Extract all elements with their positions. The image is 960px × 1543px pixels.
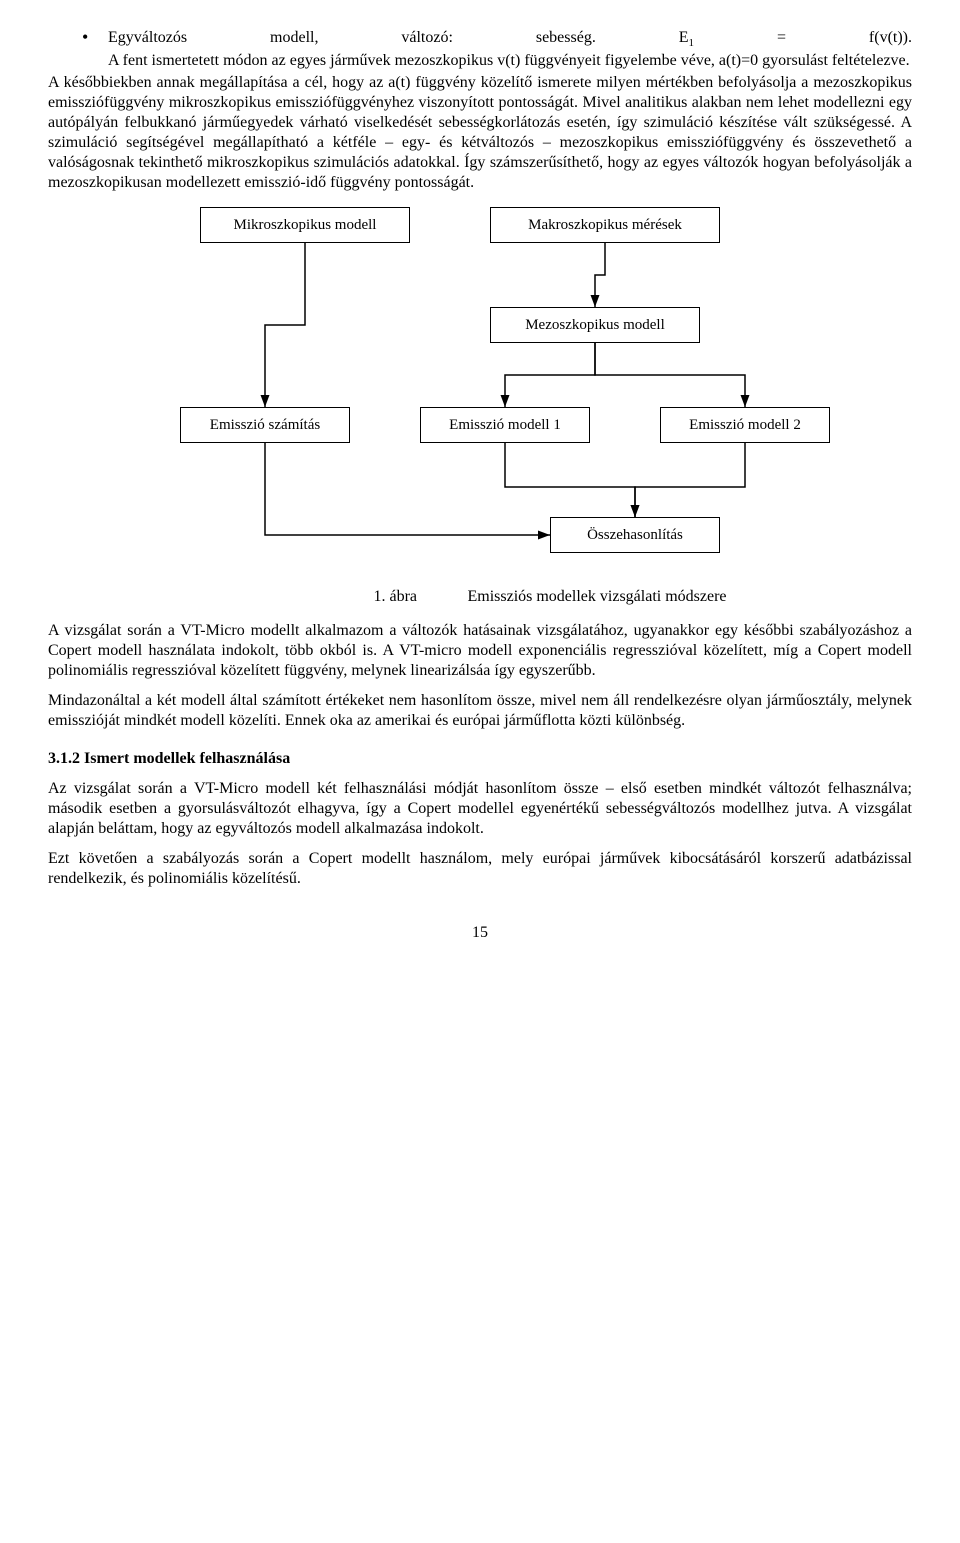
diagram-edge-3 — [595, 343, 745, 407]
paragraph-1: A későbbiekben annak megállapítása a cél… — [48, 73, 912, 193]
diagram-node-mezo: Mezoszkopikus modell — [490, 307, 700, 343]
figure-number: 1. ábra — [373, 587, 463, 607]
paragraph-2: A vizsgálat során a VT-Micro modellt alk… — [48, 621, 912, 681]
diagram-edge-4 — [265, 443, 550, 535]
paragraph-5: Ezt követően a szabályozás során a Coper… — [48, 849, 912, 889]
diagram-edge-0 — [265, 243, 305, 407]
page-number: 15 — [48, 923, 912, 943]
figure-diagram: Mikroszkopikus modell Makroszkopikus méré… — [48, 207, 912, 577]
diagram-node-makro: Makroszkopikus mérések — [490, 207, 720, 243]
figure-caption: 1. ábra Emissziós modellek vizsgálati mó… — [48, 587, 912, 607]
bullet-text: Egyváltozósmodell,változó:sebesség.E1=f(… — [108, 28, 912, 71]
diagram-edge-1 — [595, 243, 605, 307]
bullet-item: • Egyváltozósmodell,változó:sebesség.E1=… — [82, 28, 912, 71]
diagram-node-comp: Összehasonlítás — [550, 517, 720, 553]
figure-title: Emissziós modellek vizsgálati módszere — [467, 588, 726, 605]
bullet-marker: • — [82, 28, 108, 48]
diagram-node-mikro: Mikroszkopikus modell — [200, 207, 410, 243]
diagram-edge-5 — [505, 443, 635, 517]
diagram-edge-2 — [505, 343, 595, 407]
section-heading: 3.1.2 Ismert modellek felhasználása — [48, 749, 912, 769]
diagram-edge-6 — [635, 443, 745, 517]
diagram-node-em1: Emisszió modell 1 — [420, 407, 590, 443]
diagram-node-em2: Emisszió modell 2 — [660, 407, 830, 443]
paragraph-4: Az vizsgálat során a VT-Micro modell két… — [48, 779, 912, 839]
paragraph-3: Mindazonáltal a két modell által számíto… — [48, 691, 912, 731]
bullet-line2: A fent ismertetett módon az egyes járműv… — [108, 51, 912, 71]
diagram-node-esz: Emisszió számítás — [180, 407, 350, 443]
